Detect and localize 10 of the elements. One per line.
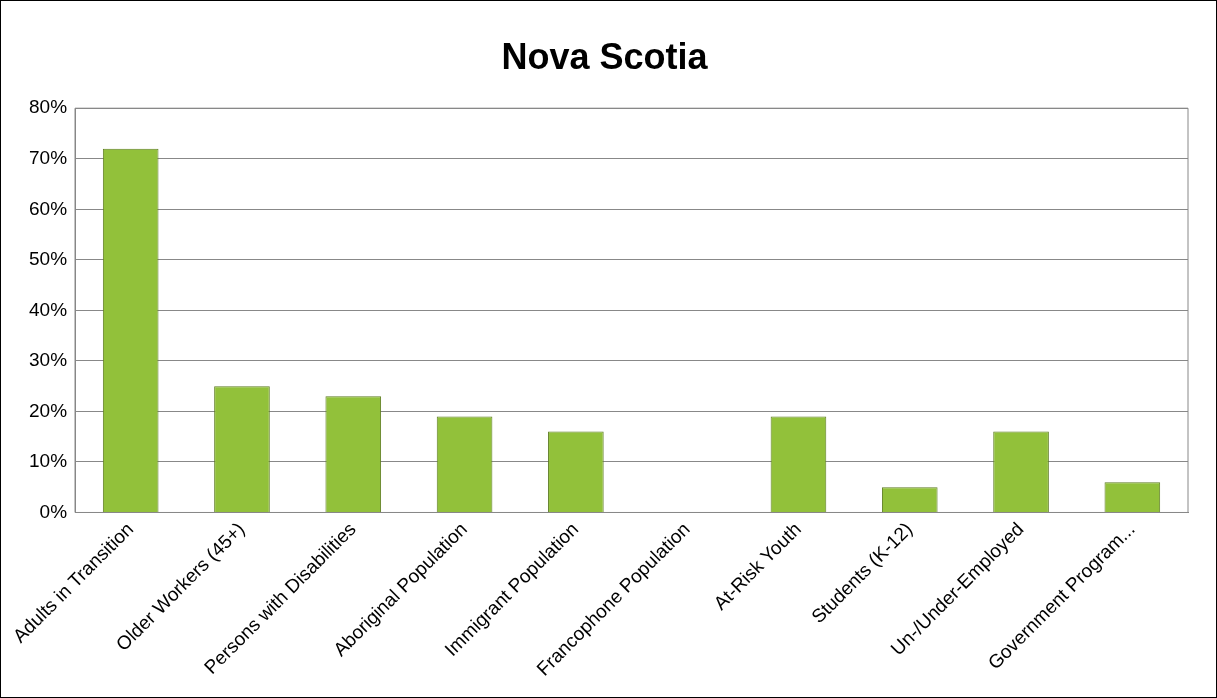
y-tick-label: 60% (29, 197, 68, 219)
y-tick-label: 0% (39, 500, 68, 522)
y-tick-label: 70% (29, 146, 68, 168)
y-tick-label: 50% (29, 248, 68, 270)
y-tick-label: 10% (29, 450, 68, 472)
y-tick-label: 20% (29, 399, 68, 421)
y-tick-label: 80% (29, 96, 68, 118)
chart-title: Nova Scotia (501, 35, 709, 77)
y-tick-label: 30% (29, 349, 68, 371)
y-tick-label: 40% (29, 298, 68, 320)
